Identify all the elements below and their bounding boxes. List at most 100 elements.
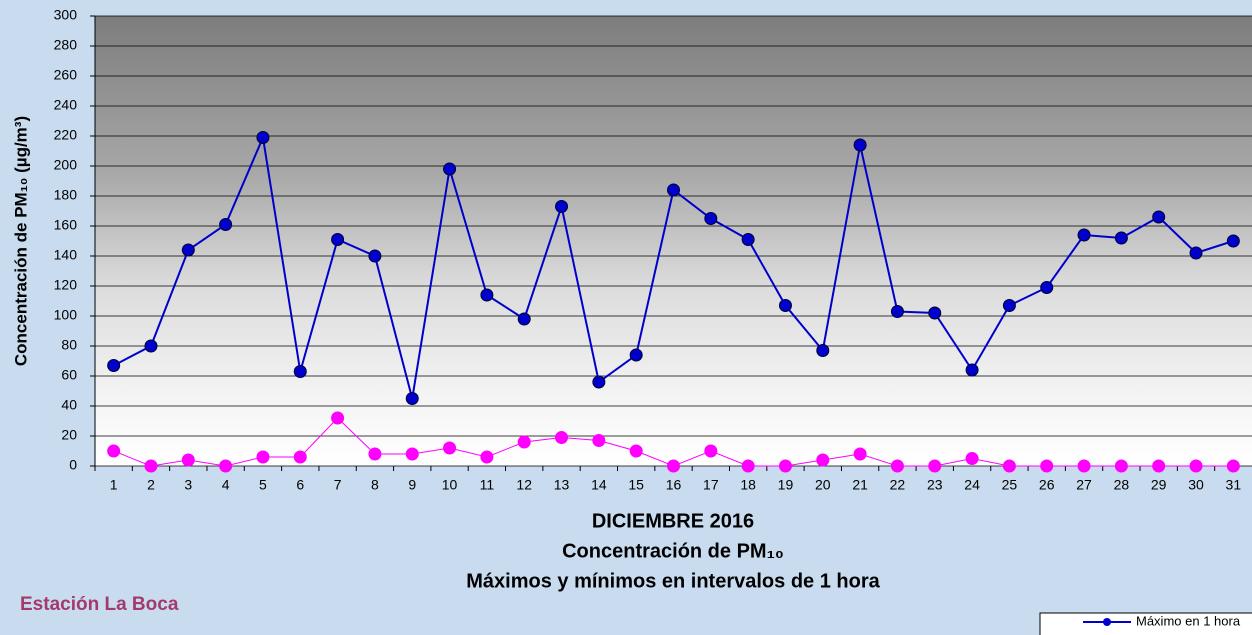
data-point [668,184,680,196]
data-point [1115,232,1127,244]
legend-label: Máximo en 1 hora [1136,613,1241,628]
x-tick-label: 28 [1114,477,1130,493]
data-point [1003,300,1015,312]
data-point [257,132,269,144]
y-tick-label: 80 [61,337,77,353]
x-tick-label: 13 [554,477,570,493]
y-tick-label: 260 [54,67,78,83]
data-point [929,460,941,472]
data-point [108,445,120,457]
data-point [332,234,344,246]
data-point [929,307,941,319]
data-point [854,448,866,460]
data-point [220,460,232,472]
x-tick-label: 22 [890,477,906,493]
data-point [966,364,978,376]
data-point [481,451,493,463]
data-point [145,460,157,472]
data-point [369,250,381,262]
y-tick-label: 280 [54,37,78,53]
data-point [742,234,754,246]
y-tick-label: 120 [54,277,78,293]
y-tick-label: 60 [61,367,77,383]
chart: Concentración de PM₁₀ (µg/m³) DICIEMBRE … [0,0,1252,635]
data-point [593,435,605,447]
x-tick-label: 27 [1076,477,1092,493]
data-point [1153,211,1165,223]
x-tick-label: 5 [259,477,267,493]
data-point [108,360,120,372]
data-point [1190,247,1202,259]
x-tick-label: 1 [110,477,118,493]
station-label: Estación La Boca [20,594,179,615]
x-tick-label: 31 [1226,477,1242,493]
data-point [1227,235,1239,247]
data-point [294,366,306,378]
y-tick-label: 0 [69,457,77,473]
data-point [518,313,530,325]
data-point [891,460,903,472]
data-point [444,163,456,175]
x-tick-label: 23 [927,477,943,493]
data-point [556,432,568,444]
y-tick-label: 200 [54,157,78,173]
x-tick-label: 21 [852,477,868,493]
chart-title: Concentración de PM₁₀ [562,540,784,562]
data-point [817,345,829,357]
y-tick-label: 160 [54,217,78,233]
x-tick-label: 16 [666,477,682,493]
data-point [406,393,418,405]
x-tick-label: 24 [964,477,980,493]
x-tick-label: 6 [296,477,304,493]
x-tick-label: 30 [1188,477,1204,493]
data-point [593,376,605,388]
y-tick-label: 220 [54,127,78,143]
plot-area [95,16,1252,466]
data-point [369,448,381,460]
data-point [1227,460,1239,472]
y-axis-label: Concentración de PM₁₀ (µg/m³) [11,116,30,366]
data-point [182,454,194,466]
x-tick-label: 25 [1002,477,1018,493]
y-tick-label: 100 [54,307,78,323]
data-point [705,445,717,457]
y-tick-label: 20 [61,427,77,443]
data-point [1115,460,1127,472]
data-point [294,451,306,463]
x-tick-label: 4 [222,477,230,493]
data-point [668,460,680,472]
x-tick-label: 2 [147,477,155,493]
x-tick-label: 15 [628,477,644,493]
chart-title: Máximos y mínimos en intervalos de 1 hor… [466,570,880,592]
x-tick-label: 7 [334,477,342,493]
data-point [705,213,717,225]
y-tick-label: 180 [54,187,78,203]
x-tick-label: 12 [516,477,532,493]
data-point [1078,229,1090,241]
x-tick-label: 14 [591,477,607,493]
x-tick-label: 10 [442,477,458,493]
data-point [1153,460,1165,472]
data-point [1190,460,1202,472]
data-point [1003,460,1015,472]
data-point [630,349,642,361]
x-tick-label: 29 [1151,477,1167,493]
x-tick-label: 26 [1039,477,1055,493]
data-point [779,460,791,472]
y-tick-label: 240 [54,97,78,113]
data-point [444,442,456,454]
data-point [1041,460,1053,472]
x-tick-label: 18 [740,477,756,493]
data-point [742,460,754,472]
x-tick-label: 3 [184,477,192,493]
data-point [220,219,232,231]
y-tick-label: 140 [54,247,78,263]
data-point [817,454,829,466]
data-point [406,448,418,460]
data-point [257,451,269,463]
x-tick-label: 20 [815,477,831,493]
data-point [1041,282,1053,294]
data-point [854,139,866,151]
x-tick-label: 19 [778,477,794,493]
data-point [518,436,530,448]
